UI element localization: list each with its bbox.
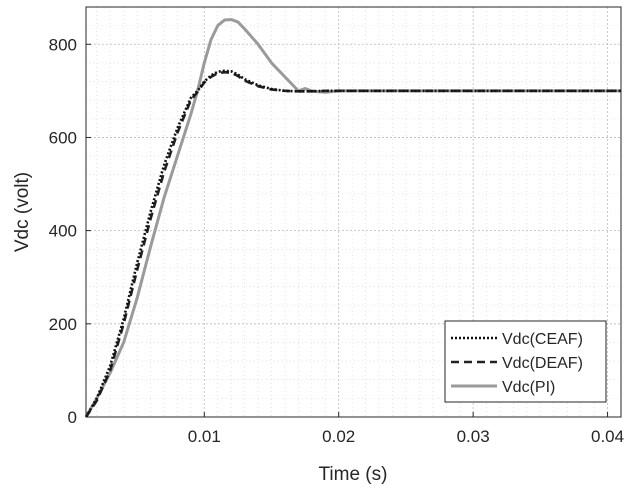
- x-tick-label: 0.02: [322, 427, 355, 446]
- series-line-vdc-deaf: [84, 70, 621, 418]
- x-tick-label: 0.01: [188, 427, 221, 446]
- axis-ticks: 0.01 0.02 0.03 0.04 0 200 400 600 800: [49, 35, 624, 446]
- y-axis-label: Vdc (volt): [12, 172, 33, 252]
- series-lines: [84, 18, 621, 418]
- legend-label: Vdc(PI): [502, 379, 555, 396]
- y-tick-label: 400: [49, 222, 77, 241]
- y-tick-label: 200: [49, 315, 77, 334]
- x-axis-label: Time (s): [319, 464, 388, 485]
- y-tick-label: 800: [49, 35, 77, 54]
- legend-label: Vdc(DEAF): [502, 355, 583, 372]
- y-tick-label: 0: [68, 408, 77, 427]
- y-tick-label: 600: [49, 128, 77, 147]
- legend-label: Vdc(CEAF): [502, 331, 583, 348]
- plot-frame: [85, 6, 622, 418]
- x-tick-label: 0.03: [457, 427, 490, 446]
- x-tick-label: 0.04: [591, 427, 624, 446]
- legend: Vdc(CEAF) Vdc(DEAF) Vdc(PI): [444, 320, 607, 403]
